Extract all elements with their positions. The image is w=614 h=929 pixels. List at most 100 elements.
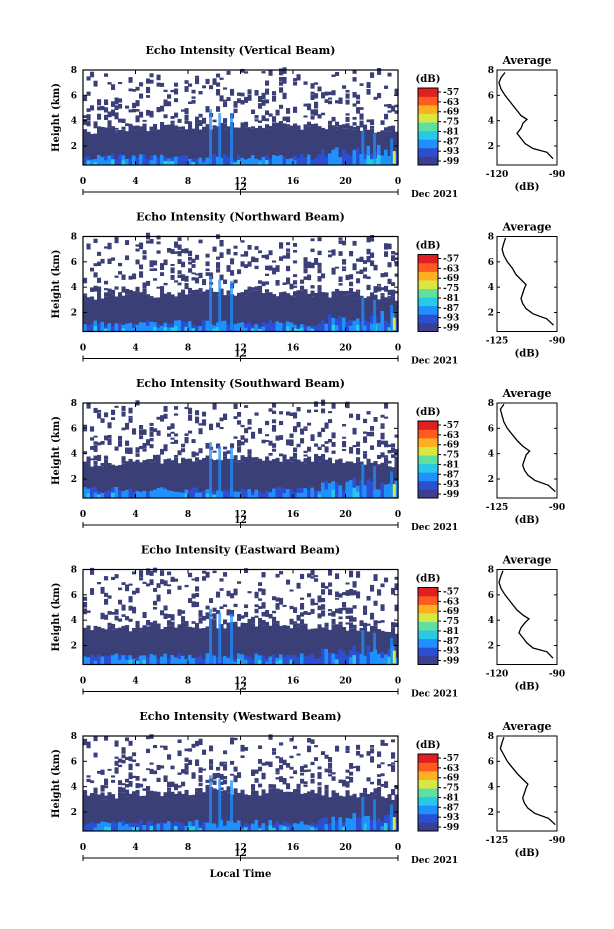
- colorbar-segment: [418, 446, 438, 456]
- profile-x-tick-label: -90: [549, 670, 565, 680]
- colorbar-segment: [418, 113, 438, 123]
- colorbar-tick-label: -75: [443, 617, 459, 627]
- colorbar-segment: [418, 587, 438, 597]
- x-tick-label: 16: [287, 677, 300, 687]
- colorbar-segment: [418, 621, 438, 631]
- colorbar-segment: [418, 796, 438, 806]
- day-tick-label: 12: [234, 516, 247, 526]
- profile-x-tick-label: -125: [486, 503, 509, 513]
- colorbar-segment: [418, 771, 438, 780]
- profile-frame: [496, 69, 558, 166]
- colorbar-tick-label: -75: [443, 118, 459, 128]
- colorbar-tick-label: -99: [443, 490, 459, 500]
- profile-line: [499, 403, 556, 493]
- colorbar-segment: [418, 472, 438, 482]
- y-tick-label: 4: [71, 783, 77, 793]
- panel-title: Echo Intensity (Eastward Beam): [141, 544, 340, 557]
- x-tick-label: 8: [185, 677, 191, 687]
- y-axis-label: Height (km): [51, 749, 62, 818]
- colorbar-tick-label: -93: [443, 647, 459, 657]
- colorbar-segment: [418, 813, 438, 823]
- x-tick-label: 12: [234, 677, 247, 687]
- x-tick-label: 0: [395, 510, 401, 520]
- colorbar-tick-label: -87: [443, 470, 459, 480]
- profile-y-tick-label: 8: [488, 399, 494, 409]
- colorbar-segment: [418, 288, 438, 298]
- profile-x-tick-label: -125: [486, 836, 509, 846]
- y-tick-label: 8: [71, 566, 77, 576]
- x-tick-label: 12: [234, 344, 247, 354]
- profile-title: Average: [501, 720, 551, 733]
- panel-title: Echo Intensity (Vertical Beam): [145, 44, 335, 57]
- x-tick-label: 4: [132, 177, 138, 187]
- colorbar-tick-label: -87: [443, 137, 459, 147]
- colorbar-segment: [418, 655, 438, 665]
- colorbar-segment: [418, 130, 438, 140]
- day-tick-label: 12: [234, 849, 247, 859]
- colorbar-tick-label: -81: [443, 127, 459, 137]
- colorbar-tick-label: -63: [443, 264, 459, 274]
- x-tick-label: 20: [339, 677, 352, 687]
- x-tick-label: 8: [185, 177, 191, 187]
- profile-x-label: (dB): [515, 349, 540, 360]
- colorbar-tick-label: -87: [443, 637, 459, 647]
- colorbar-frame: [417, 587, 439, 665]
- profile-frame: [496, 402, 558, 499]
- y-tick-label: 6: [71, 591, 77, 601]
- panel-4: Echo Intensity (Eastward Beam) 2 4 6 8 Height…: [51, 544, 565, 700]
- y-tick-label: 2: [71, 642, 77, 652]
- profile-y-tick-label: 2: [488, 309, 494, 319]
- y-tick-label: 4: [71, 283, 77, 293]
- profile-y-tick-label: 8: [488, 732, 494, 742]
- y-tick-label: 4: [71, 117, 77, 127]
- heatmap-field: [83, 567, 399, 665]
- profile-x-label: (dB): [515, 182, 540, 193]
- y-tick-label: 4: [71, 616, 77, 626]
- x-tick-label: 0: [395, 344, 401, 354]
- colorbar-segment: [418, 438, 438, 447]
- panel-title: Echo Intensity (Southward Beam): [136, 377, 345, 390]
- colorbar-segment: [418, 254, 438, 264]
- x-tick-label: 16: [287, 177, 300, 187]
- y-tick-label: 2: [71, 475, 77, 485]
- x-tick-label: 12: [234, 843, 247, 853]
- colorbar-segment: [418, 263, 438, 272]
- colorbar-tick-label: -57: [443, 754, 459, 764]
- profile-y-tick-label: 2: [488, 475, 494, 485]
- colorbar-segment: [418, 297, 438, 307]
- x-tick-label: 16: [287, 344, 300, 354]
- y-axis-label: Height (km): [51, 583, 62, 652]
- profile-frame: [496, 569, 558, 665]
- x-tick-label: 0: [395, 677, 401, 687]
- colorbar-segment: [418, 88, 438, 97]
- y-tick-label: 4: [71, 450, 77, 460]
- profile-y-tick-label: 2: [488, 642, 494, 652]
- panel-title: Echo Intensity (Northward Beam): [136, 211, 345, 224]
- colorbar-tick-label: -57: [443, 421, 459, 431]
- colorbar-tick-label: -63: [443, 431, 459, 441]
- x-tick-label: 0: [395, 843, 401, 853]
- colorbar-segment: [418, 147, 438, 157]
- y-tick-label: 2: [71, 142, 77, 152]
- colorbar-tick-label: -87: [443, 304, 459, 314]
- profile-title: Average: [501, 387, 551, 400]
- x-tick-label: 0: [395, 177, 401, 187]
- x-tick-label: 8: [185, 510, 191, 520]
- date-label: Dec 2021: [411, 856, 458, 866]
- colorbar-segment: [418, 596, 438, 605]
- panel-3: Echo Intensity (Southward Beam) 2 4 6 8 Heigh…: [51, 377, 565, 533]
- profile-title: Average: [501, 54, 551, 67]
- colorbar-tick-label: -99: [443, 324, 459, 334]
- x-tick-label: 0: [80, 677, 86, 687]
- profile-y-tick-label: 2: [488, 142, 494, 152]
- date-label: Dec 2021: [411, 190, 458, 200]
- y-axis-label: Height (km): [51, 416, 62, 485]
- colorbar-tick-label: -69: [443, 108, 459, 118]
- x-tick-label: 12: [234, 177, 247, 187]
- profile-line: [498, 570, 554, 659]
- profile-title: Average: [501, 554, 551, 567]
- colorbar-tick-label: -69: [443, 774, 459, 784]
- profile-title: Average: [501, 221, 551, 234]
- x-axis-label: Local Time: [210, 869, 272, 880]
